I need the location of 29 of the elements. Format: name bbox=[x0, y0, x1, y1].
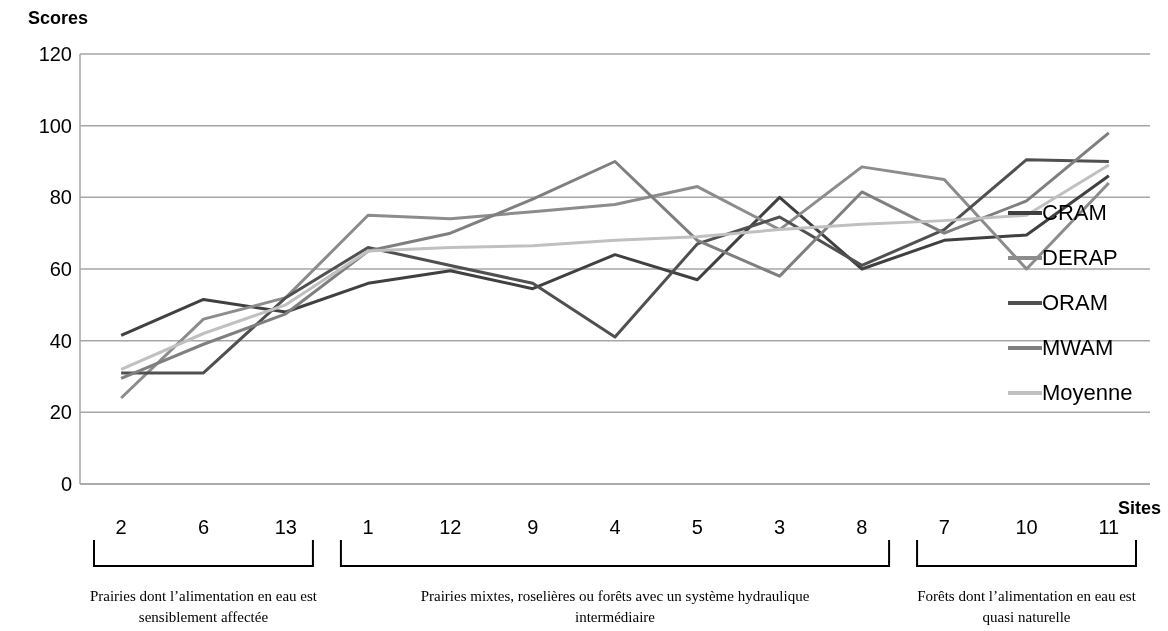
x-tick-label: 7 bbox=[938, 516, 950, 539]
legend-label: DERAP bbox=[1042, 244, 1118, 271]
y-tick-label: 0 bbox=[60, 473, 72, 496]
x-tick-label: 1 bbox=[362, 516, 374, 539]
y-tick-label: 60 bbox=[49, 258, 72, 281]
y-tick-label: 40 bbox=[49, 329, 72, 352]
x-tick-label: 2 bbox=[115, 516, 127, 539]
x-tick-label: 3 bbox=[774, 516, 786, 539]
x-tick-label: 10 bbox=[1015, 516, 1038, 539]
x-tick-label: 6 bbox=[197, 516, 210, 539]
y-tick-label: 80 bbox=[49, 186, 72, 209]
x-tick-label: 9 bbox=[527, 516, 539, 539]
x-tick-label: 5 bbox=[691, 516, 703, 539]
text: Prairies mixtes, roselières ou forêts avec un système hydraulique intermédiaire bbox=[419, 587, 811, 627]
x-tick-label: 13 bbox=[274, 516, 297, 539]
legend-label: MWAM bbox=[1042, 334, 1114, 361]
x-tick-label: 4 bbox=[609, 516, 621, 539]
x-tick-label: 11 bbox=[1098, 516, 1120, 539]
y-tick-label: 120 bbox=[38, 43, 72, 66]
y-tick-label: 100 bbox=[38, 114, 72, 137]
legend-label: ORAM bbox=[1042, 289, 1108, 316]
legend-label: Moyenne bbox=[1042, 379, 1133, 406]
y-axis-title: Scores bbox=[28, 8, 89, 29]
x-tick-label: 12 bbox=[439, 516, 462, 539]
y-tick-label: 20 bbox=[49, 401, 72, 424]
x-tick-label: 8 bbox=[856, 516, 868, 539]
text: Prairies dont l’alimentation en eau est sensiblement affectée bbox=[88, 587, 318, 627]
text: Forêts dont l’alimentation en eau est quasi naturelle bbox=[916, 587, 1137, 627]
x-axis-title: Sites bbox=[1118, 498, 1162, 519]
